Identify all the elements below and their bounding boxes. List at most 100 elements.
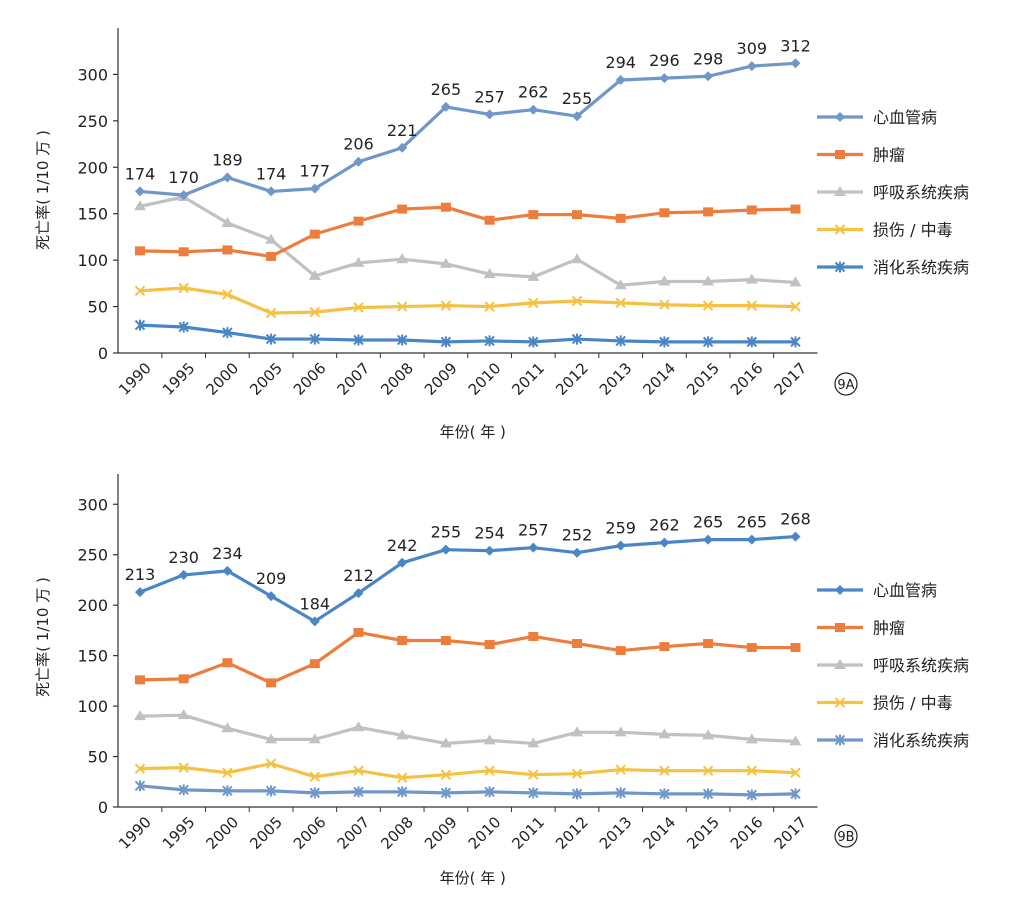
data-point <box>265 333 277 345</box>
data-label: 213 <box>125 565 156 584</box>
x-tick-label: 2012 <box>552 359 592 399</box>
data-point <box>178 247 189 257</box>
data-label: 309 <box>737 39 768 58</box>
data-point <box>528 210 539 220</box>
x-tick-label: 2009 <box>421 813 461 853</box>
data-point <box>790 336 801 348</box>
legend-marker <box>834 224 846 235</box>
data-point <box>309 229 320 239</box>
data-point <box>483 268 496 279</box>
data-label: 268 <box>780 510 811 529</box>
data-point <box>615 213 626 223</box>
data-point <box>265 758 277 769</box>
legend-item: 肿瘤 <box>817 619 905 638</box>
x-tick-label: 2007 <box>334 813 374 853</box>
data-point <box>484 786 495 798</box>
data-point <box>396 334 408 346</box>
x-axis-title: 年份( 年 ) <box>440 423 506 441</box>
data-point <box>353 627 364 637</box>
data-point <box>134 763 146 774</box>
data-point <box>353 765 364 776</box>
data-label: 174 <box>256 164 287 183</box>
data-point <box>308 733 321 744</box>
x-tick-label: 2011 <box>508 359 548 399</box>
data-label: 259 <box>605 519 636 538</box>
data-point <box>309 306 321 318</box>
series-line <box>139 286 796 315</box>
data-label: 265 <box>693 513 724 532</box>
data-point <box>528 787 539 799</box>
data-point <box>396 786 408 798</box>
series-4 <box>134 758 801 783</box>
data-point <box>396 253 409 264</box>
legend-label: 损伤 / 中毒 <box>873 221 953 240</box>
data-point <box>702 765 714 776</box>
data-point <box>746 534 757 545</box>
data-point <box>746 300 758 311</box>
data-point <box>353 334 364 346</box>
data-label: 296 <box>649 51 680 70</box>
data-point <box>440 300 452 311</box>
x-tick-label: 2007 <box>334 359 374 399</box>
data-point <box>659 299 670 310</box>
data-point <box>222 327 233 339</box>
data-point <box>266 678 277 688</box>
series-2 <box>135 627 801 688</box>
data-label: 312 <box>780 36 811 55</box>
data-point <box>178 190 189 201</box>
data-point <box>745 733 758 744</box>
panel-label: 9B <box>834 824 858 848</box>
data-point <box>571 295 583 307</box>
data-point <box>614 279 627 290</box>
data-point <box>790 301 801 312</box>
data-label: 212 <box>343 566 374 585</box>
data-point <box>484 765 495 776</box>
x-tick-label: 2015 <box>683 813 723 853</box>
data-point <box>615 540 626 551</box>
data-point <box>134 780 146 792</box>
data-label: 257 <box>518 521 549 540</box>
data-label: 257 <box>474 87 505 106</box>
legend-item: 呼吸系统疾病 <box>817 656 969 675</box>
data-point <box>397 142 408 153</box>
data-point <box>353 588 364 599</box>
data-label: 298 <box>693 49 724 68</box>
data-label: 221 <box>387 121 418 140</box>
legend-marker <box>834 186 846 196</box>
data-label: 189 <box>212 151 243 170</box>
x-tick-label: 1995 <box>159 359 199 399</box>
series-5 <box>134 319 801 348</box>
data-point <box>746 205 757 215</box>
data-point <box>702 300 714 311</box>
data-point <box>484 640 495 650</box>
series-3 <box>134 191 802 290</box>
x-tick-label: 2013 <box>596 359 636 399</box>
data-point <box>135 587 145 598</box>
data-point <box>440 636 451 645</box>
data-point <box>659 336 670 348</box>
y-tick-label: 150 <box>77 205 108 224</box>
x-tick-label: 2000 <box>202 813 242 853</box>
legend-marker <box>835 150 845 159</box>
data-point <box>221 217 234 227</box>
y-tick-label: 100 <box>77 251 108 270</box>
data-point <box>659 788 670 800</box>
data-point <box>266 251 277 261</box>
legend-item: 消化系统疾病 <box>817 258 969 277</box>
series-2 <box>135 202 801 261</box>
data-point <box>308 269 321 280</box>
data-point <box>702 788 714 800</box>
data-point <box>135 186 145 197</box>
x-tick-label: 2010 <box>465 813 505 853</box>
legend-label: 损伤 / 中毒 <box>873 694 953 713</box>
panel-label-circle <box>834 372 858 396</box>
legend-item: 心血管病 <box>817 581 937 600</box>
data-point <box>353 216 364 226</box>
y-tick-label: 150 <box>77 647 108 666</box>
data-label: 265 <box>431 80 462 99</box>
data-point <box>790 788 801 800</box>
data-point <box>353 786 364 798</box>
data-point <box>746 61 757 72</box>
y-tick-label: 300 <box>77 65 108 84</box>
